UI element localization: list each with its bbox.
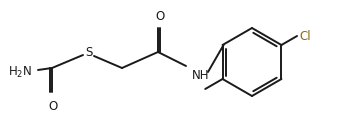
Text: O: O <box>48 100 58 113</box>
Text: $\mathrm{H_2N}$: $\mathrm{H_2N}$ <box>8 64 32 80</box>
Text: Cl: Cl <box>299 30 310 44</box>
Text: NH: NH <box>192 69 209 82</box>
Text: S: S <box>85 46 93 58</box>
Text: O: O <box>155 10 165 23</box>
